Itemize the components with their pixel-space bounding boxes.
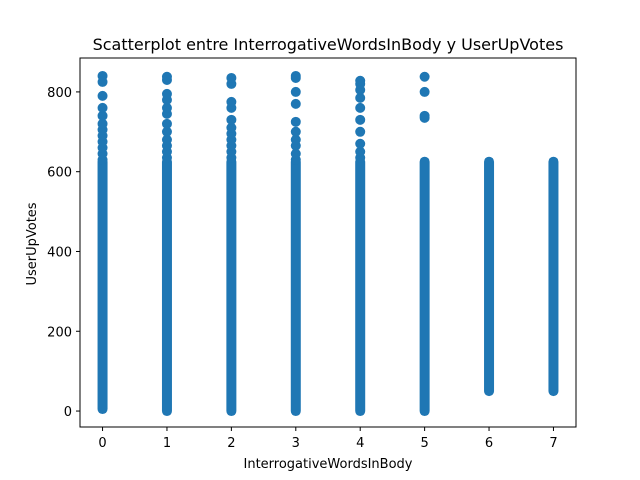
x-tick-label: 3	[292, 436, 300, 451]
data-point	[97, 102, 108, 113]
data-point	[226, 72, 237, 83]
data-point-band	[97, 156, 108, 415]
plot-frame	[79, 57, 577, 428]
x-tick-label: 7	[549, 436, 557, 451]
data-point	[355, 75, 366, 86]
x-tick-label: 6	[485, 436, 493, 451]
data-point	[226, 122, 237, 133]
data-point-band	[419, 156, 430, 417]
data-point	[290, 70, 301, 81]
data-point-band	[226, 156, 237, 417]
data-point	[355, 102, 366, 113]
data-point	[161, 71, 172, 82]
data-point	[97, 70, 108, 81]
data-point	[355, 92, 366, 103]
y-tick-label: 400	[47, 245, 72, 260]
data-point	[161, 88, 172, 99]
data-point-band	[161, 156, 172, 417]
data-point	[355, 138, 366, 149]
x-tick-label: 2	[227, 436, 235, 451]
data-point	[290, 148, 301, 159]
data-point	[97, 110, 108, 121]
data-point	[161, 134, 172, 145]
y-axis-label: UserUpVotes	[25, 202, 40, 285]
data-point	[161, 126, 172, 137]
plot-points	[97, 70, 559, 417]
x-tick-label: 1	[163, 436, 171, 451]
data-point	[290, 86, 301, 97]
y-tick-label: 0	[64, 405, 72, 420]
x-axis: 0 1 2 3 4 5 6 7	[98, 427, 558, 451]
data-point	[290, 134, 301, 145]
x-tick-label: 4	[356, 436, 364, 451]
data-point	[97, 118, 108, 129]
y-axis: 0 200 400 600 800	[47, 86, 80, 420]
x-tick-label: 0	[98, 436, 106, 451]
chart-title: Scatterplot entre InterrogativeWordsInBo…	[93, 35, 564, 54]
data-point-band	[290, 156, 301, 417]
data-point	[290, 126, 301, 137]
data-point	[97, 90, 108, 101]
data-point	[419, 71, 430, 82]
data-point-band	[355, 156, 366, 417]
data-point	[419, 110, 430, 121]
y-tick-label: 200	[47, 325, 72, 340]
data-point	[355, 114, 366, 125]
x-tick-label: 5	[420, 436, 428, 451]
data-point	[161, 118, 172, 129]
data-point	[355, 146, 366, 157]
data-point-band	[548, 156, 559, 397]
y-tick-label: 600	[47, 166, 72, 181]
y-tick-label: 800	[47, 86, 72, 101]
data-point	[419, 86, 430, 97]
data-point	[290, 116, 301, 127]
data-point	[290, 98, 301, 109]
data-point	[355, 126, 366, 137]
data-point	[161, 102, 172, 113]
x-axis-label: InterrogativeWordsInBody	[244, 457, 413, 472]
data-point-band	[484, 156, 495, 397]
data-point	[226, 96, 237, 107]
data-point	[226, 114, 237, 125]
